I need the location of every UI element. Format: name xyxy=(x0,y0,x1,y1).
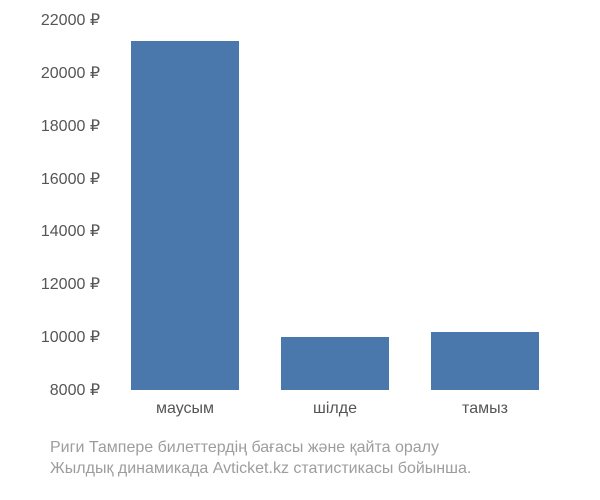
y-axis-tick-label: 10000 ₽ xyxy=(10,327,100,347)
bar xyxy=(281,337,389,390)
y-axis-tick-label: 14000 ₽ xyxy=(10,221,100,241)
x-axis-tick-label: шілде xyxy=(313,400,357,418)
chart-caption: Риги Тампере билеттердің бағасы және қай… xyxy=(50,437,590,480)
y-axis-tick-label: 12000 ₽ xyxy=(10,274,100,294)
bars-group xyxy=(110,20,560,390)
y-axis-tick-label: 8000 ₽ xyxy=(10,380,100,400)
y-axis-tick-label: 22000 ₽ xyxy=(10,10,100,30)
bar xyxy=(431,332,539,390)
bar xyxy=(131,41,239,390)
chart-container: 8000 ₽ 10000 ₽ 12000 ₽ 14000 ₽ 16000 ₽ 18000 … xyxy=(0,0,600,500)
y-axis-tick-label: 20000 ₽ xyxy=(10,63,100,83)
y-axis-tick-label: 18000 ₽ xyxy=(10,116,100,136)
caption-line: Жылдық динамикада Avticket.kz статистика… xyxy=(50,458,590,480)
caption-line: Риги Тампере билеттердің бағасы және қай… xyxy=(50,437,590,459)
x-axis-tick-label: тамыз xyxy=(462,400,508,418)
y-axis-tick-label: 16000 ₽ xyxy=(10,169,100,189)
chart-plot-area: 8000 ₽10000 ₽12000 ₽14000 ₽16000 ₽18000 … xyxy=(110,20,560,390)
x-axis-tick-label: маусым xyxy=(156,400,214,418)
